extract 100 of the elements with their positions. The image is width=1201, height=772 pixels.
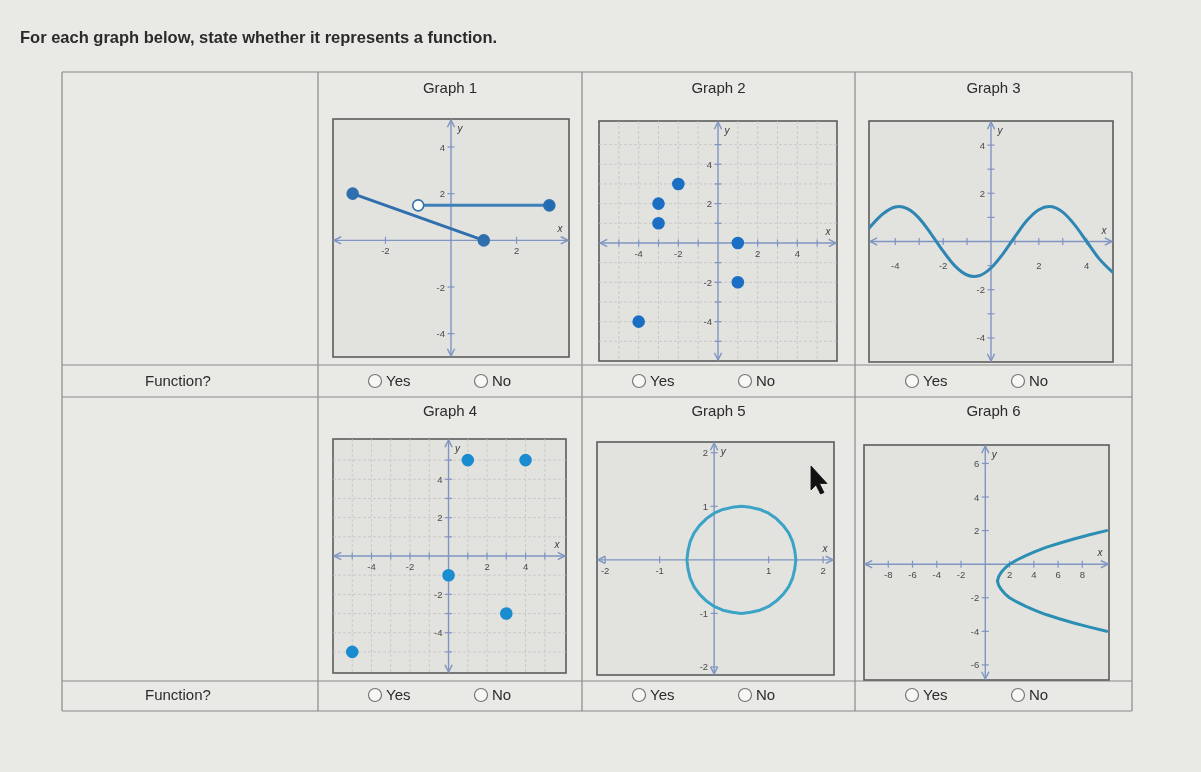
x-tick-label: 4 (794, 247, 800, 259)
y-tick-label: 6 (973, 457, 980, 469)
y-tick-label: 2 (706, 198, 712, 210)
x-axis-title: x (556, 223, 564, 235)
x-tick-label: -8 (884, 569, 893, 581)
y-axis-title: y (719, 446, 727, 457)
x-tick-label: 6 (1055, 569, 1061, 581)
x-tick-label: -2 (674, 247, 683, 259)
text: No (756, 686, 776, 703)
x-tick-label: 2 (484, 561, 490, 572)
point (731, 236, 745, 250)
line-series (869, 205, 1113, 278)
text: Yes (386, 372, 411, 389)
y-axis-title: y (990, 449, 998, 460)
x-tick-label: 4 (1084, 259, 1090, 271)
y-tick-label: -2 (699, 661, 709, 673)
y-tick-label: 2 (437, 512, 443, 524)
x-tick-label: -4 (367, 561, 376, 572)
x-tick-label: -2 (956, 569, 966, 581)
x-tick-label: -2 (600, 564, 610, 576)
chart-title: Graph 3 (966, 79, 1021, 96)
y-tick-label: -2 (703, 276, 712, 288)
x-tick-label: -6 (908, 569, 917, 581)
text: No (492, 372, 512, 389)
x-axis-title: x (1096, 547, 1104, 559)
y-axis-title: y (454, 443, 462, 454)
point (652, 197, 665, 210)
y-tick-label: 2 (439, 188, 445, 200)
x-tick-label: 2 (1036, 259, 1042, 271)
chart-title: Graph 5 (691, 402, 746, 419)
x-tick-label: -4 (891, 259, 900, 271)
y-tick-label: -2 (976, 284, 985, 296)
text: Yes (650, 372, 675, 389)
x-tick-label: 4 (1031, 569, 1037, 581)
x-tick-label: -4 (932, 569, 941, 581)
text: Function? (145, 686, 211, 703)
point (500, 607, 513, 620)
y-tick-label: 4 (973, 491, 980, 503)
point (477, 234, 491, 247)
y-tick-label: -4 (703, 316, 712, 328)
x-axis-title: x (821, 542, 829, 554)
text: Yes (386, 686, 411, 703)
y-tick-label: 4 (979, 139, 985, 151)
point (543, 199, 556, 212)
y-tick-label: -4 (434, 627, 443, 639)
y-tick-label: 1 (702, 500, 709, 512)
y-tick-label: -2 (970, 592, 980, 604)
x-tick-label: 2 (755, 247, 761, 259)
x-tick-label: -2 (938, 259, 948, 271)
y-axis-title: y (996, 125, 1004, 136)
point (346, 187, 359, 200)
x-tick-label: 1 (765, 564, 772, 576)
y-tick-label: 4 (439, 141, 445, 153)
y-tick-label: -6 (970, 659, 980, 671)
chart-title: Graph 6 (966, 402, 1021, 419)
point (652, 217, 665, 230)
text: No (756, 372, 776, 389)
point (519, 453, 532, 467)
x-tick-label: -2 (405, 561, 415, 572)
x-axis-title: x (1100, 224, 1108, 236)
x-tick-label: 2 (820, 564, 826, 576)
text: Yes (923, 686, 948, 703)
text: For each graph below, state whether it represents a function. (20, 28, 498, 46)
x-tick-label: -1 (655, 564, 664, 576)
y-tick-label: -1 (699, 607, 709, 619)
y-tick-label: -2 (434, 588, 443, 600)
point (442, 568, 455, 582)
x-tick-label: 2 (1006, 569, 1013, 581)
text: No (1029, 686, 1049, 703)
point (731, 276, 745, 289)
y-axis-title: y (723, 125, 731, 136)
text: Yes (650, 686, 675, 703)
x-axis-title: x (824, 225, 832, 237)
y-tick-label: -2 (436, 281, 445, 293)
chart-title: Graph 1 (422, 79, 478, 96)
text: No (492, 686, 512, 703)
chart-title: Graph 2 (691, 79, 746, 96)
chart-title: Graph 4 (422, 402, 478, 419)
y-tick-label: 4 (437, 473, 443, 485)
text: Yes (923, 372, 948, 389)
y-tick-label: 4 (706, 158, 712, 170)
y-axis-title: y (456, 123, 464, 134)
y-tick-label: 2 (973, 525, 980, 537)
x-tick-label: 2 (513, 245, 520, 257)
point (672, 177, 685, 191)
line-series (995, 529, 1109, 633)
point (461, 453, 475, 467)
text: Function? (145, 372, 211, 389)
y-tick-label: -4 (436, 328, 445, 340)
y-tick-label: -4 (970, 625, 980, 637)
x-tick-label: -4 (634, 247, 643, 259)
text: No (1029, 372, 1049, 389)
y-tick-label: 2 (702, 447, 709, 459)
point (632, 315, 645, 328)
line-series (685, 504, 798, 615)
y-tick-label: -4 (976, 332, 985, 344)
x-tick-label: -2 (381, 245, 390, 257)
point (411, 199, 425, 212)
point (345, 645, 359, 659)
x-tick-label: 8 (1079, 569, 1085, 581)
